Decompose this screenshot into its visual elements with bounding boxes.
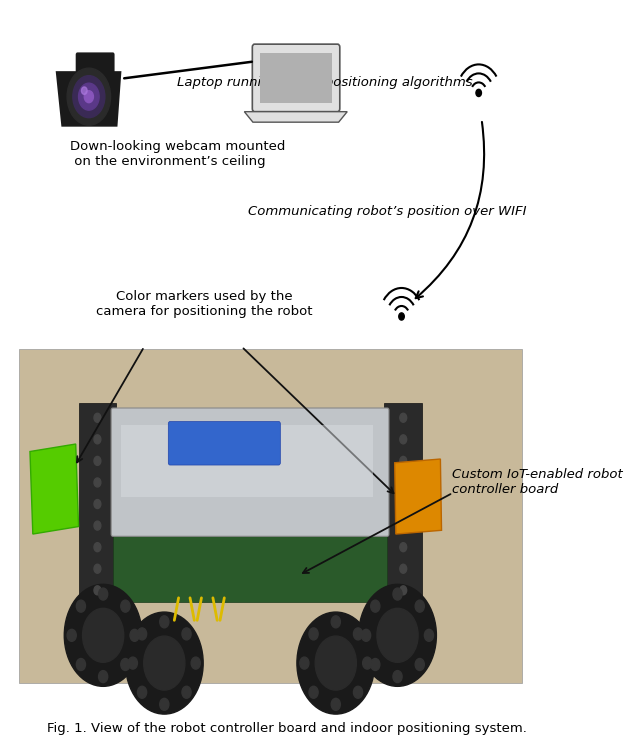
Text: Custom IoT-enabled robot
controller board: Custom IoT-enabled robot controller boar… (452, 468, 623, 496)
Circle shape (400, 413, 406, 422)
Circle shape (138, 686, 147, 698)
Circle shape (94, 499, 101, 508)
Circle shape (309, 628, 318, 640)
Circle shape (94, 456, 101, 465)
Circle shape (400, 564, 406, 573)
Circle shape (400, 499, 406, 508)
Circle shape (353, 686, 363, 698)
Circle shape (125, 612, 203, 714)
Circle shape (99, 588, 108, 600)
Polygon shape (395, 459, 442, 534)
Circle shape (94, 564, 101, 573)
Circle shape (99, 671, 108, 682)
Circle shape (371, 659, 380, 670)
Circle shape (83, 608, 124, 663)
Circle shape (377, 608, 418, 663)
Circle shape (64, 584, 142, 686)
Circle shape (182, 686, 191, 698)
Circle shape (128, 657, 138, 669)
Circle shape (400, 586, 406, 595)
Circle shape (73, 75, 105, 117)
Circle shape (332, 698, 340, 710)
Circle shape (94, 434, 101, 444)
Circle shape (309, 686, 318, 698)
Text: Color markers used by the
camera for positioning the robot: Color markers used by the camera for pos… (96, 290, 312, 318)
FancyBboxPatch shape (113, 530, 387, 602)
Circle shape (424, 630, 433, 642)
Circle shape (362, 630, 371, 642)
Circle shape (160, 698, 169, 710)
Text: Communicating robot’s position over WIFI: Communicating robot’s position over WIFI (248, 206, 527, 218)
Circle shape (297, 612, 374, 714)
Circle shape (400, 434, 406, 444)
Circle shape (76, 659, 86, 670)
FancyBboxPatch shape (260, 53, 332, 102)
Circle shape (67, 630, 76, 642)
Text: Laptop running visual positioning algorithms: Laptop running visual positioning algori… (177, 76, 472, 89)
FancyBboxPatch shape (252, 44, 340, 111)
Circle shape (182, 628, 191, 640)
Circle shape (400, 478, 406, 487)
FancyBboxPatch shape (76, 53, 115, 73)
Circle shape (84, 90, 93, 102)
Circle shape (400, 456, 406, 465)
FancyBboxPatch shape (168, 422, 280, 465)
Circle shape (393, 588, 402, 600)
Circle shape (94, 413, 101, 422)
Circle shape (94, 586, 101, 595)
Circle shape (399, 313, 404, 320)
Circle shape (160, 616, 169, 628)
Circle shape (138, 628, 147, 640)
FancyBboxPatch shape (122, 425, 373, 496)
Circle shape (400, 521, 406, 530)
Polygon shape (244, 111, 348, 122)
Circle shape (67, 69, 111, 125)
Circle shape (393, 671, 402, 682)
Circle shape (353, 628, 363, 640)
Circle shape (121, 600, 130, 612)
Circle shape (94, 521, 101, 530)
Circle shape (400, 543, 406, 552)
Circle shape (94, 543, 101, 552)
Text: Down-looking webcam mounted
 on the environment’s ceiling: Down-looking webcam mounted on the envir… (70, 140, 285, 168)
Circle shape (81, 87, 87, 94)
Text: Fig. 1. View of the robot controller board and indoor positioning system.: Fig. 1. View of the robot controller boa… (47, 722, 527, 735)
Circle shape (358, 584, 436, 686)
Circle shape (130, 630, 139, 642)
FancyBboxPatch shape (111, 408, 389, 536)
Polygon shape (30, 444, 79, 534)
Circle shape (476, 90, 481, 96)
Circle shape (94, 478, 101, 487)
Circle shape (415, 600, 424, 612)
Circle shape (415, 659, 424, 670)
Circle shape (144, 636, 185, 690)
Circle shape (121, 659, 130, 670)
FancyBboxPatch shape (79, 403, 116, 602)
Circle shape (300, 657, 309, 669)
FancyBboxPatch shape (19, 349, 522, 682)
Circle shape (371, 600, 380, 612)
Circle shape (191, 657, 200, 669)
Circle shape (316, 636, 356, 690)
Polygon shape (56, 72, 122, 127)
Circle shape (363, 657, 372, 669)
Circle shape (76, 600, 86, 612)
Circle shape (79, 83, 99, 110)
FancyBboxPatch shape (385, 403, 422, 602)
Circle shape (332, 616, 340, 628)
